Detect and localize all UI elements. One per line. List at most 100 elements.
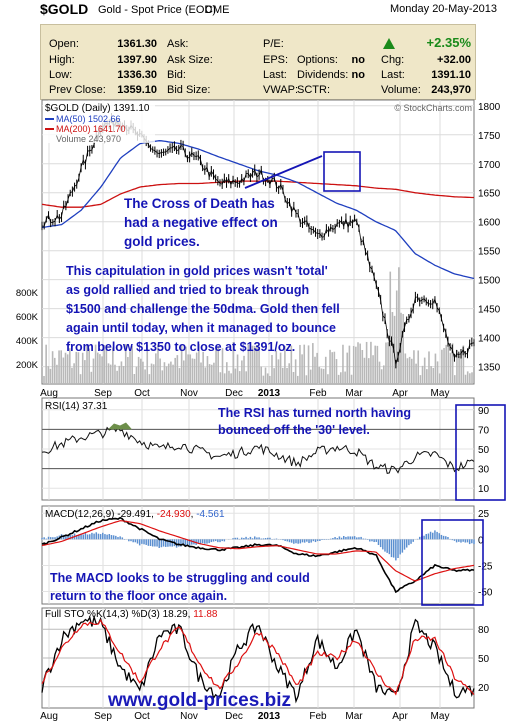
volume-tick-label: 200K — [16, 360, 39, 371]
last-label-b: Last: — [381, 69, 405, 81]
macd-highlight-box — [421, 519, 484, 606]
options-value: no — [351, 54, 365, 66]
rsi-overbought-fill — [108, 422, 132, 430]
website-url[interactable]: www.gold-prices.biz — [108, 690, 291, 711]
sto-d-value: 11.88 — [193, 609, 218, 620]
macd-tick-label: -50 — [478, 588, 493, 599]
macd-tick-label: 25 — [478, 509, 490, 520]
sto-tick-label: 80 — [478, 625, 490, 636]
price-x-tick-label: May — [431, 388, 450, 399]
cross-annotation: The Cross of Death has had a negative ef… — [124, 194, 278, 251]
price-x-tick-label: Apr — [392, 388, 408, 399]
price-tick-label: 1800 — [478, 102, 501, 113]
macd-annotation-line: return to the floor once again. — [50, 589, 228, 603]
cross-highlight-box — [323, 151, 361, 192]
open-label: Open: — [49, 38, 79, 50]
price-tick-label: 1600 — [478, 218, 501, 229]
volume-tick-label: 800K — [16, 288, 39, 299]
price-tick-label: 1650 — [478, 189, 501, 200]
ma200-line — [41, 180, 474, 208]
cross-annotation-line: The Cross of Death has — [124, 196, 275, 211]
pe-label: P/E: — [263, 38, 284, 50]
sctr-label: SCTR: — [297, 84, 330, 96]
macd-tick-label: -25 — [478, 561, 493, 572]
dividends-label: Dividends: — [297, 69, 349, 81]
low-value: 1336.30 — [117, 69, 157, 81]
sto-x-tick-label: Dec — [225, 711, 243, 722]
prev-close-value: 1359.10 — [117, 84, 157, 96]
quote-date: Monday 20-May-2013 — [390, 3, 498, 15]
capitulation-annotation: This capitulation in gold prices wasn't … — [66, 262, 340, 357]
bid-size-label: Bid Size: — [167, 84, 211, 96]
price-tick-label: 1750 — [478, 131, 501, 142]
open-value: 1361.30 — [117, 38, 157, 50]
capitulation-annotation-line: as gold rallied and tried to break throu… — [66, 283, 310, 297]
symbol-title: $GOLD — [40, 1, 89, 17]
capitulation-annotation-line: $1500 and challenge the 50dma. Gold then… — [66, 302, 340, 316]
low-label: Low: — [49, 69, 73, 81]
sto-x-tick-label: Oct — [134, 711, 150, 722]
price-x-tick-label: Feb — [309, 388, 327, 399]
ask-size-label: Ask Size: — [167, 54, 213, 66]
rsi-annotation-line: The RSI has turned north having — [218, 406, 412, 420]
macd-signal-line — [41, 520, 475, 582]
sto-x-tick-label: Sep — [94, 711, 112, 722]
price-legend-bg — [43, 101, 155, 143]
price-tick-label: 1700 — [478, 160, 501, 171]
last-label-a: Last: — [263, 69, 287, 81]
quote-panel: Open: High: Low: Prev Close: 1361.30 139… — [40, 24, 476, 100]
price-x-tick-label: Dec — [225, 388, 243, 399]
rsi-tick-label: 50 — [478, 445, 490, 456]
change-percent: +2.35% — [426, 35, 471, 50]
price-x-tick-label: Aug — [40, 388, 58, 399]
cross-pointer-line — [244, 155, 323, 189]
sto-x-tick-label: May — [431, 711, 450, 722]
vwap-label: VWAP: — [263, 84, 299, 96]
capitulation-annotation-line: from below $1350 to close at $1391/oz. — [66, 340, 296, 354]
chart-header: $GOLD Gold - Spot Price (EOD) CME Monday… — [0, 0, 521, 24]
price-x-tick-label: Mar — [345, 388, 363, 399]
price-tick-label: 1400 — [478, 334, 501, 345]
macd-annotation: The MACD looks to be struggling and coul… — [50, 569, 310, 605]
price-x-tick-label: Oct — [134, 388, 150, 399]
chg-label: Chg: — [381, 54, 405, 66]
volume-value: 243,970 — [431, 84, 471, 96]
options-label: Options: — [297, 54, 338, 66]
high-value: 1397.90 — [117, 54, 157, 66]
capitulation-annotation-line: This capitulation in gold prices wasn't … — [66, 264, 328, 278]
macd-tick-label: 0 — [478, 535, 484, 546]
sto-x-tick-label: 2013 — [258, 711, 281, 722]
price-tick-label: 1350 — [478, 363, 501, 374]
last-value: 1391.10 — [431, 69, 471, 81]
volume-tick-label: 600K — [16, 312, 39, 323]
price-tick-label: 1550 — [478, 247, 501, 258]
high-label: High: — [49, 54, 75, 66]
volume-tick-label: 400K — [16, 336, 39, 347]
ma50-legend: MA(50) 1502.66 — [56, 114, 121, 124]
sto-title: Full STO %K(14,3) %D(3) 18.29, 11.88 — [45, 609, 218, 620]
price-x-tick-label: 2013 — [258, 388, 281, 399]
cross-annotation-line: had a negative effect on — [124, 215, 278, 230]
macd-signal-value: -24.930 — [157, 509, 191, 520]
rsi-tick-label: 70 — [478, 425, 490, 436]
rsi-tick-label: 30 — [478, 465, 490, 476]
sto-d-line — [41, 618, 475, 696]
macd-histogram-value: -4.561 — [196, 509, 225, 520]
up-arrow-icon — [383, 38, 395, 49]
macd-title: MACD(12,26,9) -29.491, -24.930, -4.561 — [45, 509, 225, 520]
exchange-label: CME — [205, 4, 230, 16]
watermark: © StockCharts.com — [394, 103, 472, 113]
dividends-value: no — [351, 69, 365, 81]
ma200-legend: MA(200) 1641.70 — [56, 124, 126, 134]
rsi-title: RSI(14) 37.31 — [45, 401, 108, 412]
bid-label: Bid: — [167, 69, 186, 81]
price-legend-title: $GOLD (Daily) 1391.10 — [45, 103, 150, 114]
macd-title-sep: , — [191, 509, 197, 520]
ma50-line — [41, 140, 475, 280]
sto-x-tick-label: Mar — [345, 711, 363, 722]
sto-x-tick-label: Aug — [40, 711, 58, 722]
sto-x-tick-label: Nov — [180, 711, 198, 722]
cross-annotation-line: gold prices. — [124, 234, 200, 249]
chg-value: +32.00 — [437, 54, 471, 66]
